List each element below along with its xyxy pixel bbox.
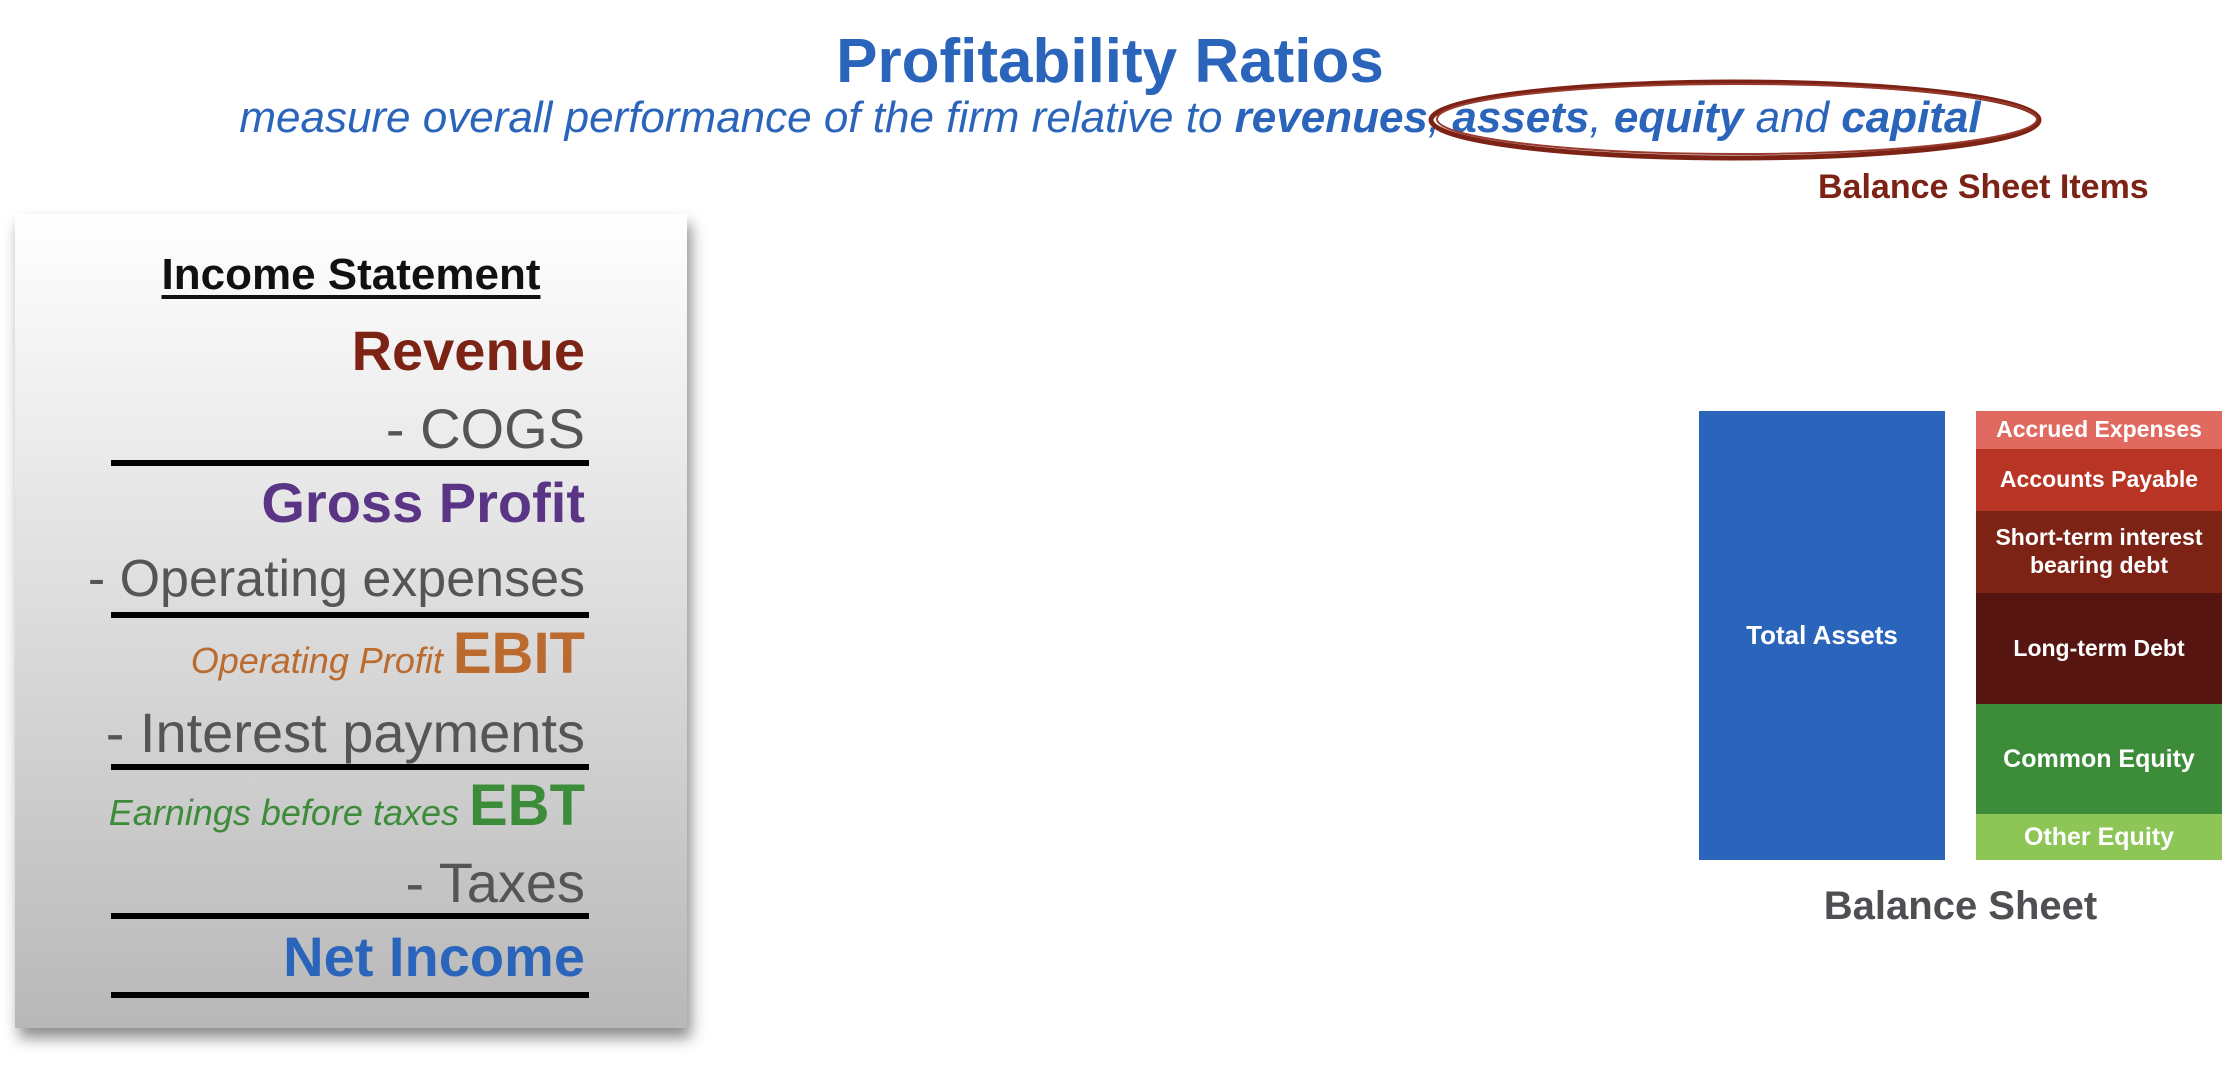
balance-sheet-label: Balance Sheet <box>1823 884 2098 928</box>
taxes-line: - Taxes <box>405 851 585 914</box>
income-statement-header: Income Statement <box>161 250 541 299</box>
long-term-debt-block: Long-term Debt <box>1976 593 2222 704</box>
subtitle-prefix: measure overall performance of the firm … <box>239 93 1235 142</box>
ebit-value: EBIT <box>452 621 585 686</box>
subtitle-comma-2: , <box>1589 93 1614 142</box>
subtitle-and: and <box>1743 93 1842 142</box>
short-term-debt-block: Short-term interest bearing debt <box>1976 511 2222 593</box>
total-assets-block: Total Assets <box>1699 411 1945 860</box>
subtitle-equity: equity <box>1613 93 1744 142</box>
balance-sheet-items-ellipse <box>1428 79 2042 161</box>
subtitle: measure overall performance of the firm … <box>0 88 2220 148</box>
income-statement-card: Income Statement Revenue - COGS Gross Pr… <box>15 214 687 1028</box>
subtitle-revenues: revenues <box>1234 93 1428 142</box>
cogs-line: - COGS <box>385 397 585 460</box>
interest-payments-line: - Interest payments <box>105 701 585 764</box>
other-equity-block: Other Equity <box>1976 814 2222 860</box>
operating-profit-label: Operating Profit <box>190 640 453 681</box>
gross-profit-line: Gross Profit <box>261 471 585 534</box>
divider-rule <box>111 992 589 998</box>
divider-rule <box>111 612 589 618</box>
ebt-label: Earnings before taxes <box>108 792 469 833</box>
divider-rule <box>111 460 589 466</box>
accrued-expenses-block: Accrued Expenses <box>1976 411 2222 449</box>
net-income-line: Net Income <box>283 925 585 988</box>
revenue-line: Revenue <box>351 319 585 382</box>
subtitle-capital: capital <box>1841 93 1981 142</box>
divider-rule <box>111 764 589 770</box>
accounts-payable-block: Accounts Payable <box>1976 449 2222 511</box>
divider-rule <box>111 913 589 919</box>
operating-expenses-line: - Operating expenses <box>87 550 585 608</box>
balance-sheet-items-label: Balance Sheet Items <box>1818 168 2149 206</box>
ebt-line: Earnings before taxes EBT <box>109 772 585 839</box>
ebt-value: EBT <box>469 773 585 838</box>
page-title: Profitability Ratios <box>836 27 1384 96</box>
ebit-line: Operating Profit EBIT <box>191 620 585 687</box>
common-equity-block: Common Equity <box>1976 704 2222 814</box>
